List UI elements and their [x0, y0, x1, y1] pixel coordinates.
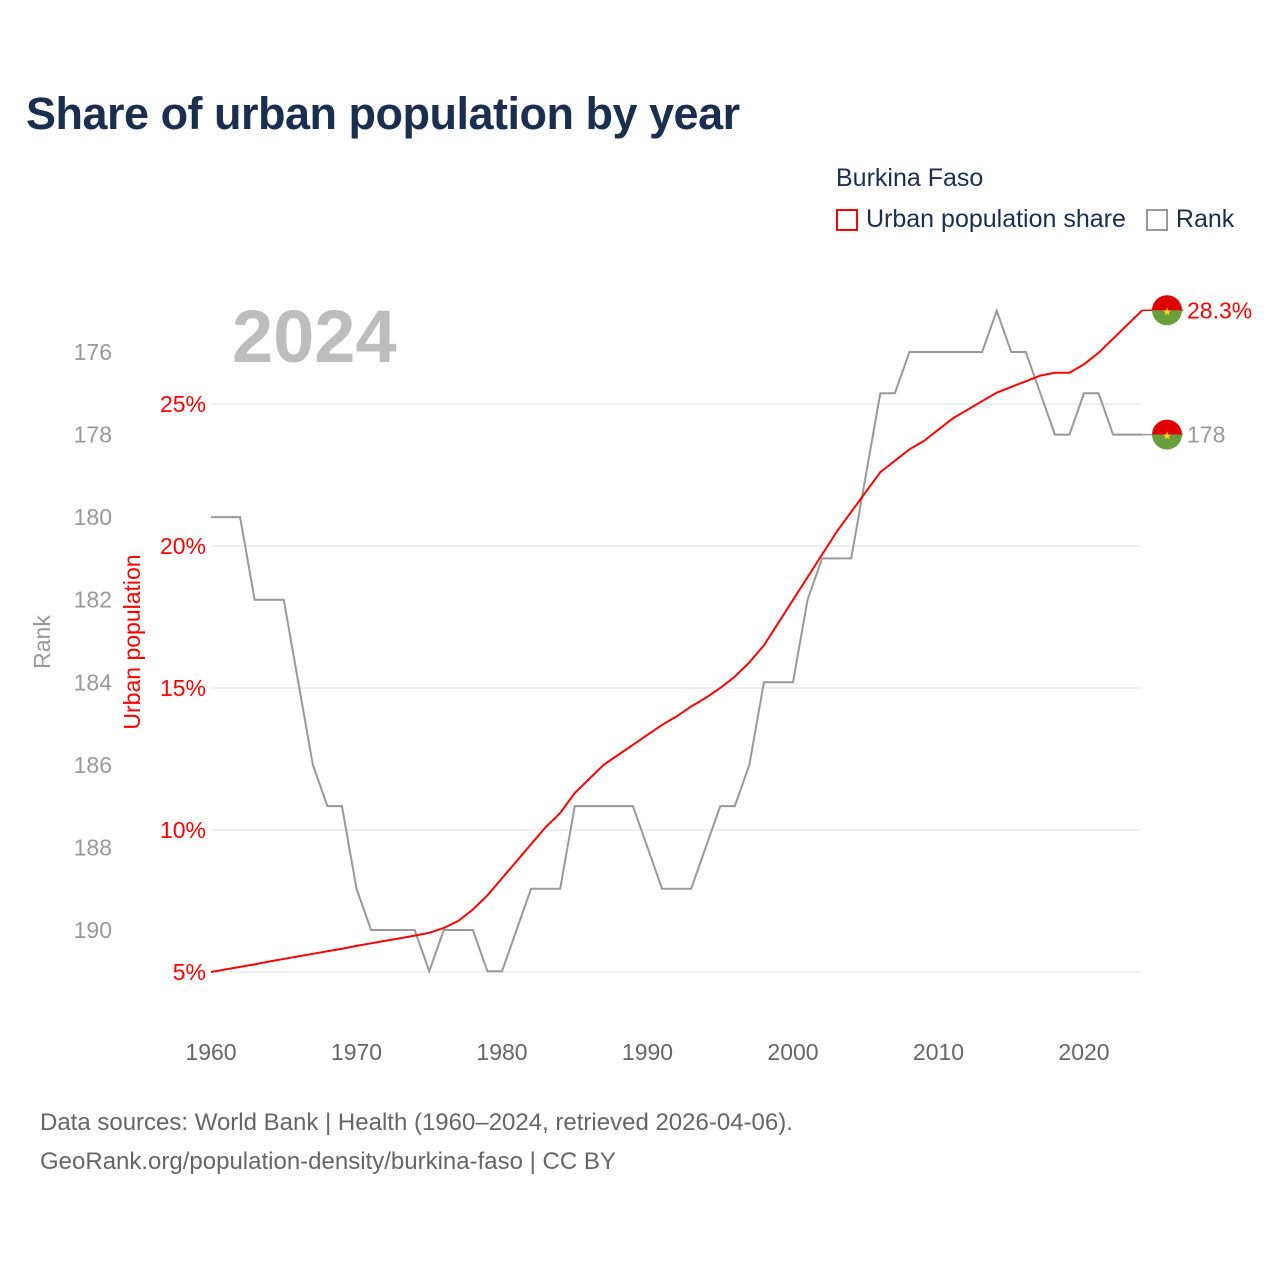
rank-tick-label: 180	[74, 504, 112, 530]
urban-tick-label: 15%	[160, 675, 206, 701]
x-tick-label: 1960	[185, 1039, 236, 1065]
rank-tick-label: 176	[74, 339, 112, 365]
flag-icon-bottom	[1152, 434, 1182, 450]
legend-swatch-urban	[836, 208, 858, 231]
x-tick-label: 1990	[622, 1039, 673, 1065]
urban-tick-label: 5%	[173, 959, 206, 985]
rank-axis-title: Rank	[29, 615, 55, 669]
x-tick-label: 1970	[331, 1039, 382, 1065]
year-label: 2024	[232, 295, 397, 378]
urban-axis-title: Urban population	[119, 554, 145, 729]
rank-tick-label: 184	[74, 669, 113, 695]
urban-line	[210, 309, 1143, 973]
legend-swatch-rank	[1145, 208, 1168, 231]
rank-tick-label: 188	[74, 834, 112, 860]
rank-tick-label: 182	[74, 587, 112, 613]
urban-tick-label: 10%	[160, 817, 206, 843]
legend-label-urban[interactable]: Urban population share	[866, 205, 1126, 233]
flag-icon-top	[1152, 419, 1182, 435]
urban-tick-label: 20%	[160, 533, 206, 559]
rank-tick-label: 186	[74, 752, 112, 778]
rank-end-label: 178	[1187, 422, 1225, 448]
flag-star-icon: ★	[1162, 431, 1172, 443]
legend-title: Burkina Faso	[836, 164, 984, 192]
legend-label-rank[interactable]: Rank	[1175, 205, 1235, 233]
flag-icon-top	[1152, 295, 1182, 311]
x-tick-label: 1980	[476, 1039, 527, 1065]
chart-title: Share of urban population by year	[26, 88, 740, 139]
flag-star-icon: ★	[1162, 306, 1172, 318]
rank-line	[211, 307, 1143, 975]
urban-end-label: 28.3%	[1187, 297, 1252, 323]
x-tick-label: 2020	[1058, 1039, 1109, 1065]
rank-tick-label: 178	[74, 422, 112, 448]
urban-tick-label: 25%	[160, 391, 206, 417]
footer-source: Data sources: World Bank | Health (1960–…	[40, 1109, 793, 1136]
x-tick-label: 2010	[913, 1039, 964, 1065]
legend: Urban population share Rank	[836, 205, 1234, 234]
x-tick-label: 2000	[767, 1039, 818, 1065]
footer-link[interactable]: GeoRank.org/population-density/burkina-f…	[40, 1148, 616, 1175]
rank-tick-label: 190	[74, 917, 112, 943]
flag-icon-bottom	[1152, 310, 1182, 326]
